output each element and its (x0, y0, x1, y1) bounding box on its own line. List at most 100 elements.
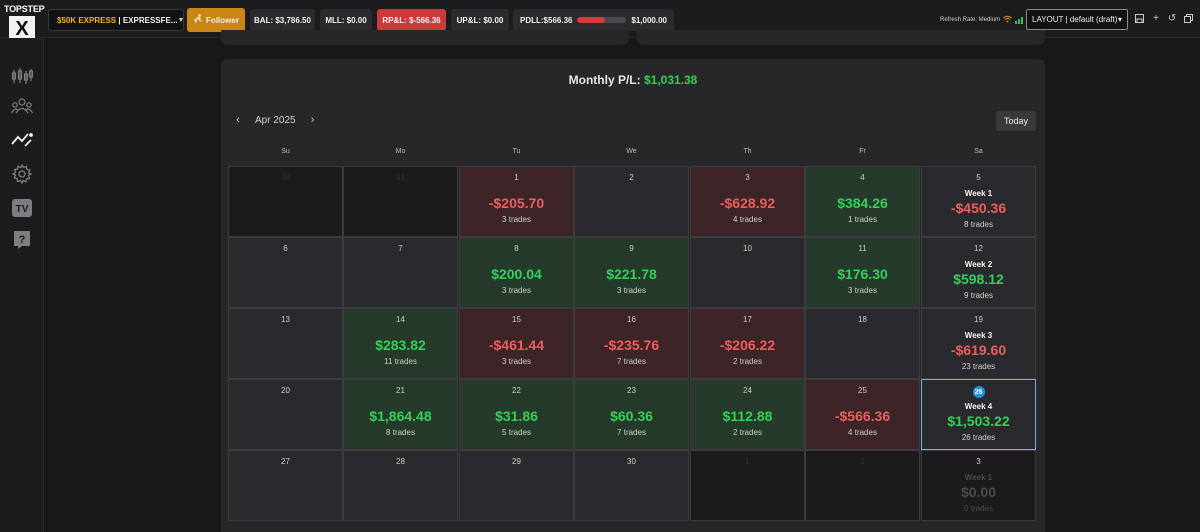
chevron-right-icon[interactable]: › (310, 114, 315, 126)
chevron-left-icon[interactable]: ‹ (236, 114, 240, 126)
pdll-badge: PDLL:$566.36 $1,000.00 (513, 9, 674, 31)
tv-icon[interactable]: TV (10, 196, 34, 220)
account-selector[interactable]: $50K EXPRESS | EXPRESSFE... ▼ (48, 9, 184, 31)
day-cell[interactable]: 10 (690, 237, 805, 308)
undo-icon[interactable]: ↺ (1167, 12, 1177, 24)
trade-count: 4 trades (733, 215, 762, 224)
day-cell[interactable]: 23 $60.36 7 trades (574, 379, 689, 450)
day-cell[interactable]: 1 (690, 450, 805, 521)
pnl-amount: $60.36 (610, 408, 653, 424)
day-number: 30 (281, 173, 290, 182)
trade-count: 1 trades (848, 215, 877, 224)
signal-icon (1015, 16, 1024, 24)
day-number: 27 (281, 457, 290, 466)
day-cell[interactable]: 20 (228, 379, 343, 450)
today-button[interactable]: Today (996, 111, 1036, 131)
save-icon[interactable] (1133, 12, 1145, 24)
gear-icon[interactable] (10, 162, 34, 186)
weekday-label: We (626, 148, 637, 155)
day-cell[interactable]: 2 (805, 450, 920, 521)
pnl-amount: $1,503.22 (947, 413, 1010, 429)
pnl-amount: -$206.22 (719, 337, 776, 353)
day-cell[interactable]: 7 (343, 237, 458, 308)
chevron-down-icon: ▾ (1117, 15, 1122, 24)
day-number: 3 (745, 173, 750, 182)
week-summary-cell[interactable]: 26 Week 4 $1,503.22 26 trades (921, 379, 1036, 450)
day-cell[interactable]: 2 (574, 166, 689, 237)
day-number: 30 (627, 457, 636, 466)
day-cell[interactable]: 15 -$461.44 3 trades (459, 308, 574, 379)
day-number: 24 (743, 386, 752, 395)
day-number: 23 (627, 386, 636, 395)
refresh-rate: Refresh Rate: Medium (940, 15, 1024, 25)
day-cell[interactable]: 18 (805, 308, 920, 379)
monthly-pnl: Monthly P/L: $1,031.38 (221, 73, 1045, 87)
day-cell[interactable]: 13 (228, 308, 343, 379)
day-number: 4 (860, 173, 865, 182)
today-day-badge: 26 (972, 386, 985, 398)
copy-icon[interactable] (1182, 12, 1194, 24)
day-cell[interactable]: 9 $221.78 3 trades (574, 237, 689, 308)
month-navigator: ‹ Apr 2025 › (233, 114, 318, 126)
day-number: 17 (743, 315, 752, 324)
trade-count: 11 trades (384, 357, 417, 366)
account-name: $50K EXPRESS (57, 15, 117, 25)
day-number: 29 (512, 457, 521, 466)
day-number: 5 (976, 173, 981, 182)
week-summary-cell[interactable]: 19 Week 3 -$619.60 23 trades (921, 308, 1036, 379)
week-summary-cell[interactable]: 5 Week 1 -$450.36 8 trades (921, 166, 1036, 237)
trade-count: 2 trades (733, 357, 762, 366)
day-cell[interactable]: 11 $176.30 3 trades (805, 237, 920, 308)
pnl-amount: -$628.92 (719, 195, 776, 211)
balance-badge: BAL: $3,786.50 (250, 9, 315, 31)
svg-text:TV: TV (16, 204, 29, 215)
day-cell[interactable]: 4 $384.26 1 trades (805, 166, 920, 237)
day-cell[interactable]: 6 (228, 237, 343, 308)
day-number: 10 (743, 244, 752, 253)
day-cell[interactable]: 8 $200.04 3 trades (459, 237, 574, 308)
week-summary-cell[interactable]: 3 Week 1 $0.00 0 trades (921, 450, 1036, 521)
week-label: Week 2 (964, 260, 993, 269)
day-cell[interactable]: 31 (343, 166, 458, 237)
day-cell[interactable]: 30 (574, 450, 689, 521)
runner-icon (193, 14, 203, 26)
day-number: 11 (858, 244, 867, 253)
weekday-label: Th (743, 148, 752, 155)
users-icon[interactable] (10, 94, 34, 118)
layout-select[interactable]: LAYOUT | default (draft) ▾ (1026, 9, 1128, 30)
day-number: 21 (396, 386, 405, 395)
day-cell[interactable]: 3 -$628.92 4 trades (690, 166, 805, 237)
day-cell[interactable]: 1 -$205.70 3 trades (459, 166, 574, 237)
day-cell[interactable]: 28 (343, 450, 458, 521)
day-cell[interactable]: 16 -$235.76 7 trades (574, 308, 689, 379)
chevron-down-icon: ▼ (177, 16, 185, 24)
day-cell[interactable]: 24 $112.88 2 trades (690, 379, 805, 450)
weekday-label: Su (281, 148, 290, 155)
chart-icon[interactable] (10, 64, 34, 88)
week-summary-cell[interactable]: 12 Week 2 $598.12 9 trades (921, 237, 1036, 308)
help-icon[interactable]: ? (10, 228, 34, 252)
pnl-amount: $221.78 (606, 266, 657, 282)
layout-select-value: LAYOUT | default (draft) (1032, 15, 1118, 24)
pnl-amount: -$566.36 (834, 408, 891, 424)
day-cell[interactable]: 22 $31.86 5 trades (459, 379, 574, 450)
pdll-limit: $1,000.00 (631, 15, 667, 25)
day-cell[interactable]: 14 $283.82 11 trades (343, 308, 458, 379)
day-number: 25 (858, 386, 867, 395)
day-cell[interactable]: 21 $1,864.48 8 trades (343, 379, 458, 450)
day-cell[interactable]: 27 (228, 450, 343, 521)
pnl-amount: $0.00 (960, 484, 997, 500)
day-cell[interactable]: 25 -$566.36 4 trades (805, 379, 920, 450)
trades-icon[interactable] (10, 128, 34, 152)
day-cell[interactable]: 29 (459, 450, 574, 521)
day-number: 18 (858, 315, 867, 324)
pnl-amount: -$205.70 (488, 195, 545, 211)
add-icon[interactable]: + (1153, 12, 1159, 24)
day-number: 6 (283, 244, 288, 253)
day-number: 13 (281, 315, 290, 324)
follower-button[interactable]: Follower (187, 8, 245, 32)
pnl-amount: -$619.60 (950, 342, 1007, 358)
day-cell[interactable]: 17 -$206.22 2 trades (690, 308, 805, 379)
day-cell[interactable]: 30 (228, 166, 343, 237)
logo[interactable]: TOPSTEP X (4, 4, 45, 52)
